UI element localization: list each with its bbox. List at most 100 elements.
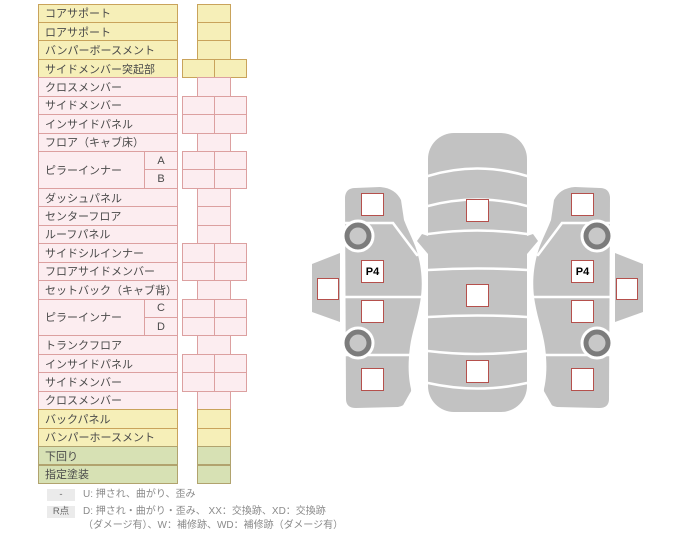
front-wheel-hub xyxy=(349,227,367,245)
damage-cell[interactable] xyxy=(197,446,231,466)
part-label: バンパーボースメント xyxy=(38,40,178,60)
damage-cell[interactable] xyxy=(197,77,231,97)
damage-marker[interactable] xyxy=(466,284,489,307)
panel-line xyxy=(401,383,418,410)
damage-cell[interactable] xyxy=(182,95,215,116)
part-label: フロア（キャブ床） xyxy=(38,132,178,153)
legend-line: （ダメージ有）、W：補修跡、WD：補修跡（ダメージ有） xyxy=(83,519,344,531)
damage-cell[interactable] xyxy=(182,316,215,337)
damage-marker[interactable] xyxy=(317,278,339,300)
legend-text: U: 押され、曲がり、歪み xyxy=(83,488,195,502)
part-label: サイドメンバー xyxy=(38,95,178,116)
part-label: 指定塗装 xyxy=(38,464,178,484)
panel-line xyxy=(426,381,529,390)
legend-badge: R点 xyxy=(47,506,75,518)
damage-cell[interactable] xyxy=(197,132,231,153)
marker-code: P4 xyxy=(365,265,380,278)
left-mirror-icon xyxy=(417,234,428,254)
damage-cell[interactable] xyxy=(214,316,247,337)
marker-code: P4 xyxy=(575,265,590,278)
damage-cell[interactable] xyxy=(214,151,247,171)
top-view-body xyxy=(428,133,527,412)
damage-cell[interactable] xyxy=(197,3,231,23)
damage-cell[interactable] xyxy=(197,206,231,226)
part-label: コアサポート xyxy=(38,3,178,23)
damage-marker[interactable] xyxy=(571,193,594,216)
damage-marker[interactable] xyxy=(361,193,384,216)
damage-cell[interactable] xyxy=(214,261,247,282)
damage-cell[interactable] xyxy=(182,169,215,189)
damage-cell[interactable] xyxy=(197,280,231,300)
part-label: サイドシルインナー xyxy=(38,243,178,263)
side-car-silhouette xyxy=(312,187,424,410)
damage-cell[interactable] xyxy=(214,114,247,134)
part-label: ダッシュパネル xyxy=(38,187,178,208)
damage-cell[interactable] xyxy=(182,261,215,282)
damage-marker[interactable] xyxy=(571,368,594,391)
damage-marker[interactable] xyxy=(571,300,594,323)
damage-cell[interactable] xyxy=(214,353,247,374)
damage-cell[interactable] xyxy=(197,464,231,484)
part-label: フロアサイドメンバー xyxy=(38,261,178,282)
pillar-sub-label: D xyxy=(144,316,178,337)
damage-cell[interactable] xyxy=(197,21,231,42)
damage-marker[interactable] xyxy=(361,368,384,391)
part-label: ピラーインナー xyxy=(38,151,145,189)
damage-cell[interactable] xyxy=(182,58,215,79)
damage-cell[interactable] xyxy=(214,58,247,79)
damage-cell[interactable] xyxy=(197,427,231,448)
rear-wheel-hub xyxy=(349,334,367,352)
damage-cell[interactable] xyxy=(182,114,215,134)
damage-cell[interactable] xyxy=(214,298,247,318)
damage-cell[interactable] xyxy=(182,298,215,318)
damage-cell[interactable] xyxy=(197,224,231,245)
damage-marker-p4[interactable]: P4 xyxy=(571,260,594,283)
damage-cell[interactable] xyxy=(197,335,231,355)
panel-line xyxy=(426,229,529,236)
legend-item: R点 D: 押され・曲がり・歪み、 XX：交換跡、XD：交換跡 （ダメージ有）、W：… xyxy=(47,505,343,532)
damage-marker[interactable] xyxy=(616,278,638,300)
damage-cell[interactable] xyxy=(214,243,247,263)
damage-cell[interactable] xyxy=(182,243,215,263)
damage-marker[interactable] xyxy=(466,199,489,222)
damage-cell[interactable] xyxy=(182,353,215,374)
damage-marker[interactable] xyxy=(361,300,384,323)
legend-item: - U: 押され、曲がり、歪み xyxy=(47,488,195,502)
part-label: トランクフロア xyxy=(38,335,178,355)
legend-badge: - xyxy=(47,489,75,501)
part-label: サイドメンバー突起部 xyxy=(38,58,178,79)
right-mirror-icon xyxy=(527,234,538,254)
damage-cell[interactable] xyxy=(214,169,247,189)
damage-cell[interactable] xyxy=(197,409,231,429)
part-label: サイドメンバー xyxy=(38,372,178,392)
legend-text: D: 押され・曲がり・歪み、 XX：交換跡、XD：交換跡 （ダメージ有）、W：補修… xyxy=(83,505,343,532)
part-label: センターフロア xyxy=(38,206,178,226)
damage-cell[interactable] xyxy=(182,372,215,392)
damage-cell[interactable] xyxy=(197,187,231,208)
damage-cell[interactable] xyxy=(214,95,247,116)
damage-cell[interactable] xyxy=(214,372,247,392)
legend-line: D: 押され・曲がり・歪み、 XX：交換跡、XD：交換跡 xyxy=(83,506,326,517)
damage-marker-p4[interactable]: P4 xyxy=(361,260,384,283)
panel-line xyxy=(426,267,529,272)
pillar-sub-label: B xyxy=(144,169,178,189)
part-label: ルーフパネル xyxy=(38,224,178,245)
damage-cell[interactable] xyxy=(197,390,231,411)
damage-cell[interactable] xyxy=(197,40,231,60)
part-label: ロアサポート xyxy=(38,21,178,42)
part-label: セットバック（キャブ背） xyxy=(38,280,178,300)
pillar-sub-label: C xyxy=(144,298,178,318)
legend-line: U: 押され、曲がり、歪み xyxy=(83,489,196,500)
part-label: クロスメンバー xyxy=(38,390,178,411)
part-label: インサイドパネル xyxy=(38,353,178,374)
part-label: 下回り xyxy=(38,446,178,466)
part-label: クロスメンバー xyxy=(38,77,178,97)
damage-cell[interactable] xyxy=(182,151,215,171)
panel-line xyxy=(426,167,529,178)
part-label: ピラーインナー xyxy=(38,298,145,337)
part-label: バンパーホースメント xyxy=(38,427,178,448)
damage-marker[interactable] xyxy=(466,360,489,383)
part-label: バックパネル xyxy=(38,409,178,429)
